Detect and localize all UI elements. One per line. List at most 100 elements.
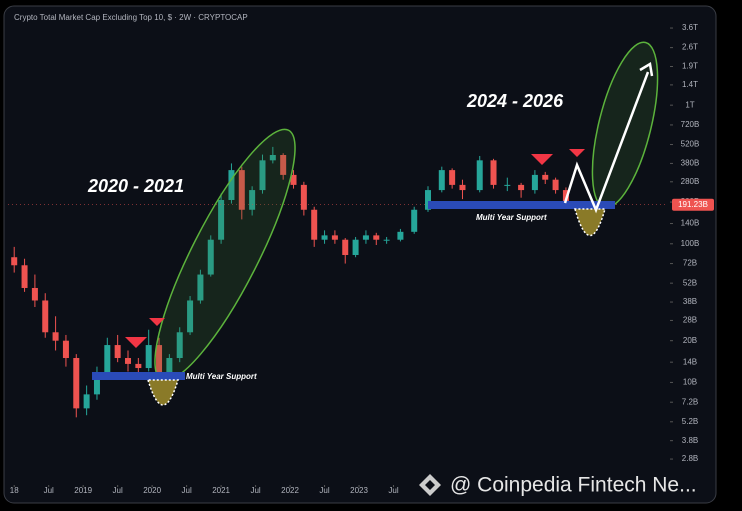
y-tick-label: 2.8B [682, 454, 698, 463]
y-tick-label: 5.2B [682, 417, 698, 426]
arrow-head [639, 61, 654, 77]
candle-body [552, 179, 559, 191]
candle-body [104, 345, 111, 373]
support-label: Multi Year Support [186, 372, 257, 381]
x-tick-label: 2021 [212, 486, 230, 495]
y-tick-label: 140B [681, 219, 700, 228]
y-tick-label: 520B [681, 140, 700, 149]
candle-body [21, 265, 28, 288]
y-tick-label: 3.8B [682, 436, 698, 445]
y-tick-label: 1.9T [682, 62, 698, 71]
y-tick-label: 1T [685, 100, 694, 109]
candle-body [280, 154, 287, 175]
red-marker [569, 149, 585, 157]
candle-body [135, 363, 142, 369]
candle-body [218, 199, 225, 240]
watermark-text: @ Coinpedia Fintech Ne... [450, 474, 697, 497]
red-marker [125, 337, 147, 348]
last-price-label: 191.23B [678, 200, 708, 209]
red-marker [531, 154, 553, 165]
candle-body [397, 231, 404, 240]
candle-body [518, 184, 525, 191]
candle-body [490, 160, 497, 185]
candle-body [228, 170, 235, 200]
candle-body [207, 239, 214, 275]
candle-body [11, 257, 18, 266]
candle-body [425, 190, 431, 210]
candle-body [166, 358, 173, 373]
candle-body [438, 170, 445, 191]
candle-body [187, 300, 194, 333]
candle-body [352, 239, 359, 256]
y-tick-label: 14B [683, 357, 697, 366]
candle-body [321, 235, 328, 240]
x-tick-label: Jul [319, 486, 329, 495]
plot: 3.6T2.6T1.9T1.4T1T720B520B380B280B200B14… [8, 23, 714, 495]
watermark-logo [419, 474, 441, 496]
candle-body [269, 154, 276, 161]
candle-body [362, 235, 369, 240]
y-tick-label: 720B [681, 120, 700, 129]
support-label: Multi Year Support [476, 213, 547, 222]
candle-body [259, 160, 266, 191]
y-tick-label: 100B [681, 239, 700, 248]
y-tick-label: 1.4T [682, 80, 698, 89]
candle-body [197, 274, 204, 301]
y-tick-label: 72B [683, 259, 697, 268]
candle-body [373, 235, 380, 240]
candle-body [311, 209, 318, 240]
annotations [92, 41, 659, 406]
candle-body [125, 358, 131, 364]
candle-body [238, 170, 245, 210]
candle-body [531, 174, 538, 191]
y-tick-label: 2.6T [682, 43, 698, 52]
x-tick-label: 2022 [281, 486, 299, 495]
y-tick-label: 20B [683, 336, 697, 345]
y-tick-label: 7.2B [682, 397, 698, 406]
bowl [146, 379, 180, 406]
x-tick-label: 2019 [74, 486, 92, 495]
candle-body [93, 372, 100, 395]
candle-body [459, 184, 466, 191]
y-tick-label: 52B [683, 278, 697, 287]
y-tick-label: 280B [681, 177, 700, 186]
candle-body [411, 209, 418, 232]
y-tick-label: 10B [683, 378, 697, 387]
candle-body [176, 332, 183, 359]
y-tick-label: 380B [681, 159, 700, 168]
candle-body [290, 174, 297, 185]
candle-body [449, 170, 456, 185]
y-tick-label: 38B [683, 297, 697, 306]
chart-title: Crypto Total Market Cap Excluding Top 10… [14, 13, 248, 22]
candle-body [62, 340, 69, 359]
bowl [574, 208, 606, 237]
candle-body [542, 174, 549, 180]
x-tick-label: Jul [388, 486, 398, 495]
x-tick-label: 2020 [143, 486, 161, 495]
red-marker [149, 318, 165, 326]
candle-body [73, 358, 80, 409]
candle-body [114, 345, 121, 359]
candle-body [342, 239, 349, 256]
candle-body [145, 345, 152, 369]
panel [3, 5, 717, 504]
x-tick-label: Jul [250, 486, 260, 495]
candle-body [249, 190, 256, 210]
projection-arrow [563, 71, 650, 214]
support-band [428, 201, 615, 209]
last-price-box [672, 198, 714, 211]
candle-body [504, 184, 511, 186]
candle-body [83, 394, 90, 409]
y-tick-label: 28B [683, 316, 697, 325]
x-tick-label: Jul [44, 486, 54, 495]
annotation-title: 2024 - 2026 [466, 91, 564, 111]
candle-body [300, 184, 307, 210]
x-tick-label: Jul [182, 486, 192, 495]
annotation-title: 2020 - 2021 [87, 176, 184, 196]
candle-body [42, 300, 49, 333]
candle-body [52, 332, 59, 341]
x-tick-label: 2023 [350, 486, 368, 495]
candle-body [31, 287, 38, 301]
